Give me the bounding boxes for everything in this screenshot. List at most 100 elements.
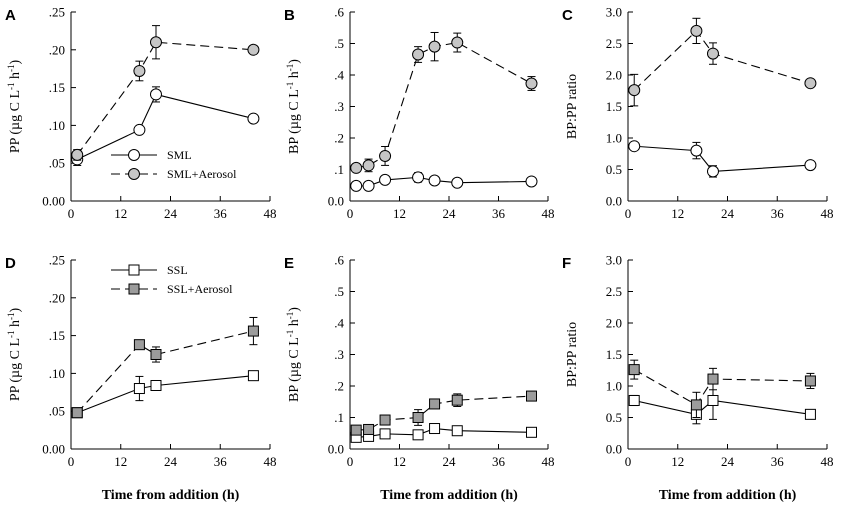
y-tick-label: 1.5: [606, 99, 622, 114]
series-line: [634, 399, 811, 415]
x-tick-label: 12: [671, 454, 684, 469]
y-tick-label: 0.0: [606, 442, 622, 457]
legend-marker: [128, 283, 140, 295]
series-sml-aerosol: [350, 31, 538, 174]
y-tick-label: .4: [334, 68, 344, 83]
y-tick-label: .2: [334, 379, 344, 394]
series-line: [76, 41, 254, 156]
y-tick-label: .6: [334, 5, 344, 20]
series-line: [633, 30, 811, 91]
x-tick-label: 12: [671, 206, 684, 221]
data-point: [350, 424, 362, 436]
series-ssl-aerosol: [628, 359, 816, 418]
panel-f: F 0.0 0.5 1.0 1.5 2.0 2.5 3.0 0 12 24 36 48 BP:PP rat…: [562, 253, 834, 504]
y-axis-label: BP (µg C L-1 h-1): [285, 307, 302, 402]
y-axis-label-end: ): [8, 308, 23, 313]
y-axis-label-end: ): [287, 307, 302, 312]
y-tick-label: .3: [334, 99, 344, 114]
y-tick-label: .25: [49, 5, 65, 20]
y-tick-label: .5: [334, 36, 344, 51]
y-tick-label: .2: [334, 131, 344, 146]
data-point: [362, 179, 375, 192]
y-tick-label: .20: [49, 290, 65, 305]
data-point: [362, 159, 375, 172]
y-axis-label-sup: -1: [285, 82, 295, 90]
x-tick-label: 24: [721, 454, 735, 469]
data-point: [526, 426, 537, 438]
data-point: [804, 77, 817, 90]
data-point: [706, 165, 719, 178]
x-tick-label: 48: [264, 454, 277, 469]
y-axis-label-end: ): [287, 59, 302, 64]
series-sml: [350, 171, 538, 192]
series-ssl-aerosol: [71, 316, 259, 419]
y-axis-label: PP (µg C L-1 h-1): [6, 60, 23, 154]
panel-letter: E: [284, 255, 294, 272]
x-tick-label: 48: [821, 206, 834, 221]
data-point: [628, 394, 640, 406]
x-tick-label: 36: [492, 206, 506, 221]
data-point: [451, 36, 464, 49]
y-tick-label: 0.0: [328, 442, 344, 457]
data-point: [804, 375, 816, 387]
data-point: [379, 173, 392, 186]
y-tick-label: 0.5: [606, 410, 622, 425]
data-point: [451, 425, 463, 437]
y-tick-label: 1.0: [606, 379, 622, 394]
y-axis-label: BP:PP ratio: [565, 74, 580, 139]
legend-marker: [128, 264, 140, 276]
data-point: [451, 394, 463, 406]
y-tick-label: .05: [49, 404, 65, 419]
data-point: [149, 88, 162, 101]
y-axis-label-sup: -1: [6, 313, 16, 321]
x-tick-label: 24: [164, 454, 178, 469]
legend: SSL SSL+Aerosol: [111, 263, 233, 296]
series-line: [76, 330, 254, 414]
y-axis-label-sup: -1: [6, 83, 16, 91]
panel-letter: D: [5, 255, 16, 272]
panel-c: C 0.0 0.5 1.0 1.5 2.0 2.5 3.0 0 12 24 36 48 BP:PP rat…: [562, 5, 834, 222]
panel-letter: B: [284, 7, 295, 24]
series-sml-aerosol: [628, 17, 817, 107]
data-point: [412, 429, 424, 441]
x-tick-label: 0: [68, 454, 75, 469]
x-tick-label: 24: [721, 206, 735, 221]
y-tick-label: 0.5: [606, 162, 622, 177]
y-tick-label: .25: [49, 253, 65, 268]
data-point: [428, 174, 441, 187]
y-axis-label-main: BP (µg C L: [287, 89, 302, 154]
x-tick-label: 0: [68, 206, 75, 221]
y-tick-label: .10: [49, 366, 65, 381]
y-tick-label: .20: [49, 42, 65, 57]
x-tick-label: 36: [214, 206, 228, 221]
x-tick-label: 0: [347, 454, 354, 469]
y-tick-label: .6: [334, 253, 344, 268]
data-point: [690, 144, 703, 157]
data-point: [247, 43, 260, 56]
y-axis-label: BP (µg C L-1 h-1): [285, 59, 302, 154]
y-axis-label-mid: h: [8, 320, 23, 331]
y-tick-label: 3.0: [606, 253, 622, 268]
y-axis-label-end: ): [8, 60, 23, 65]
y-tick-label: .15: [49, 328, 65, 343]
data-point: [690, 24, 703, 37]
y-axis-label: BP:PP ratio: [565, 322, 580, 387]
data-point: [247, 325, 259, 337]
series-ssl: [628, 381, 816, 425]
data-point: [149, 36, 162, 49]
y-tick-label: .4: [334, 316, 344, 331]
y-tick-label: 2.5: [606, 36, 622, 51]
x-tick-label: 24: [443, 206, 457, 221]
data-point: [412, 171, 425, 184]
y-axis-label-sup: -1: [285, 64, 295, 72]
y-tick-label: 2.0: [606, 316, 622, 331]
y-axis-label-main: PP (µg C L: [8, 90, 23, 153]
y-tick-label: 0.0: [328, 194, 344, 209]
data-point: [707, 394, 719, 406]
x-tick-label: 24: [443, 454, 457, 469]
y-axis-label-main: PP (µg C L: [8, 338, 23, 401]
series-line: [634, 145, 811, 172]
